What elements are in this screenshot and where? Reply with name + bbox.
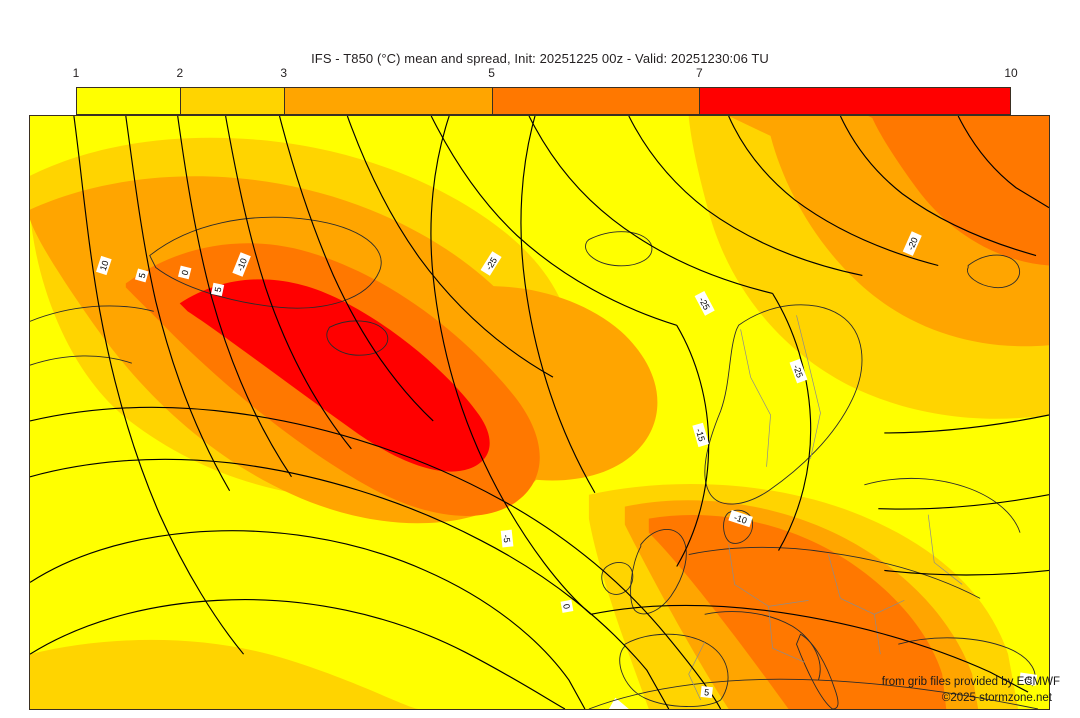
colorbar-bands: [76, 87, 1011, 115]
contour-label: 5: [134, 268, 149, 283]
svg-text:5: 5: [213, 286, 224, 293]
fill-band-4c: [648, 514, 947, 709]
colorbar-tick-3: 3: [280, 66, 288, 80]
contour-label: 5: [700, 686, 713, 699]
contour-label: -20: [902, 231, 922, 256]
svg-text:-5: -5: [501, 534, 512, 543]
coastline-layer: [30, 216, 1039, 709]
country-border-layer: [688, 315, 963, 701]
contour-label: -10: [728, 510, 753, 528]
svg-text:-10: -10: [235, 257, 249, 273]
contour-label: 0: [560, 599, 574, 613]
svg-text:-10: -10: [733, 512, 748, 526]
colorbar: 1 2 3 5 7 10: [73, 66, 1018, 115]
fill-band-5: [179, 279, 490, 472]
colorbar-tick-1: 1: [72, 66, 80, 80]
spread-fill-layer: [30, 116, 1049, 709]
colorbar-band-7-10: [700, 88, 1010, 114]
svg-text:0: 0: [561, 603, 572, 610]
contour-label: -5: [1018, 672, 1038, 686]
contour-label: -5: [500, 529, 514, 548]
colorbar-band-1-2: [77, 88, 182, 114]
colorbar-tick-10: 10: [1004, 66, 1018, 80]
colorbar-band-2-3: [181, 88, 286, 114]
svg-text:5: 5: [137, 272, 148, 280]
credit-copyright: ©2025 stormzone.net: [941, 692, 1052, 704]
contour-label: 0: [177, 265, 192, 280]
contour-line-layer: [30, 116, 1049, 709]
svg-text:-20: -20: [905, 236, 919, 252]
page-title: IFS - T850 (°C) mean and spread, Init: 2…: [311, 51, 769, 66]
svg-text:-15: -15: [694, 427, 707, 442]
contour-label: -10: [232, 252, 251, 277]
svg-text:-5: -5: [1023, 674, 1032, 685]
contour-label: 10: [96, 255, 112, 276]
fill-band-2d: [30, 639, 420, 709]
fill-band-4b: [868, 116, 1049, 266]
credit-source: from grib files provided by ECMWF: [881, 676, 1060, 688]
svg-text:-25: -25: [791, 363, 805, 379]
colorbar-band-3-5: [285, 88, 493, 114]
contour-label: 5: [211, 282, 225, 297]
colorbar-band-5-7: [492, 88, 701, 114]
svg-text:5: 5: [704, 687, 710, 697]
svg-text:0: 0: [180, 269, 191, 276]
colorbar-tick-7: 7: [695, 66, 703, 80]
contour-label: -15: [692, 422, 710, 448]
colorbar-tick-5: 5: [488, 66, 495, 80]
svg-text:10: 10: [98, 259, 111, 272]
colorbar-tick-2: 2: [176, 66, 184, 80]
contour-label: -25: [789, 358, 808, 384]
